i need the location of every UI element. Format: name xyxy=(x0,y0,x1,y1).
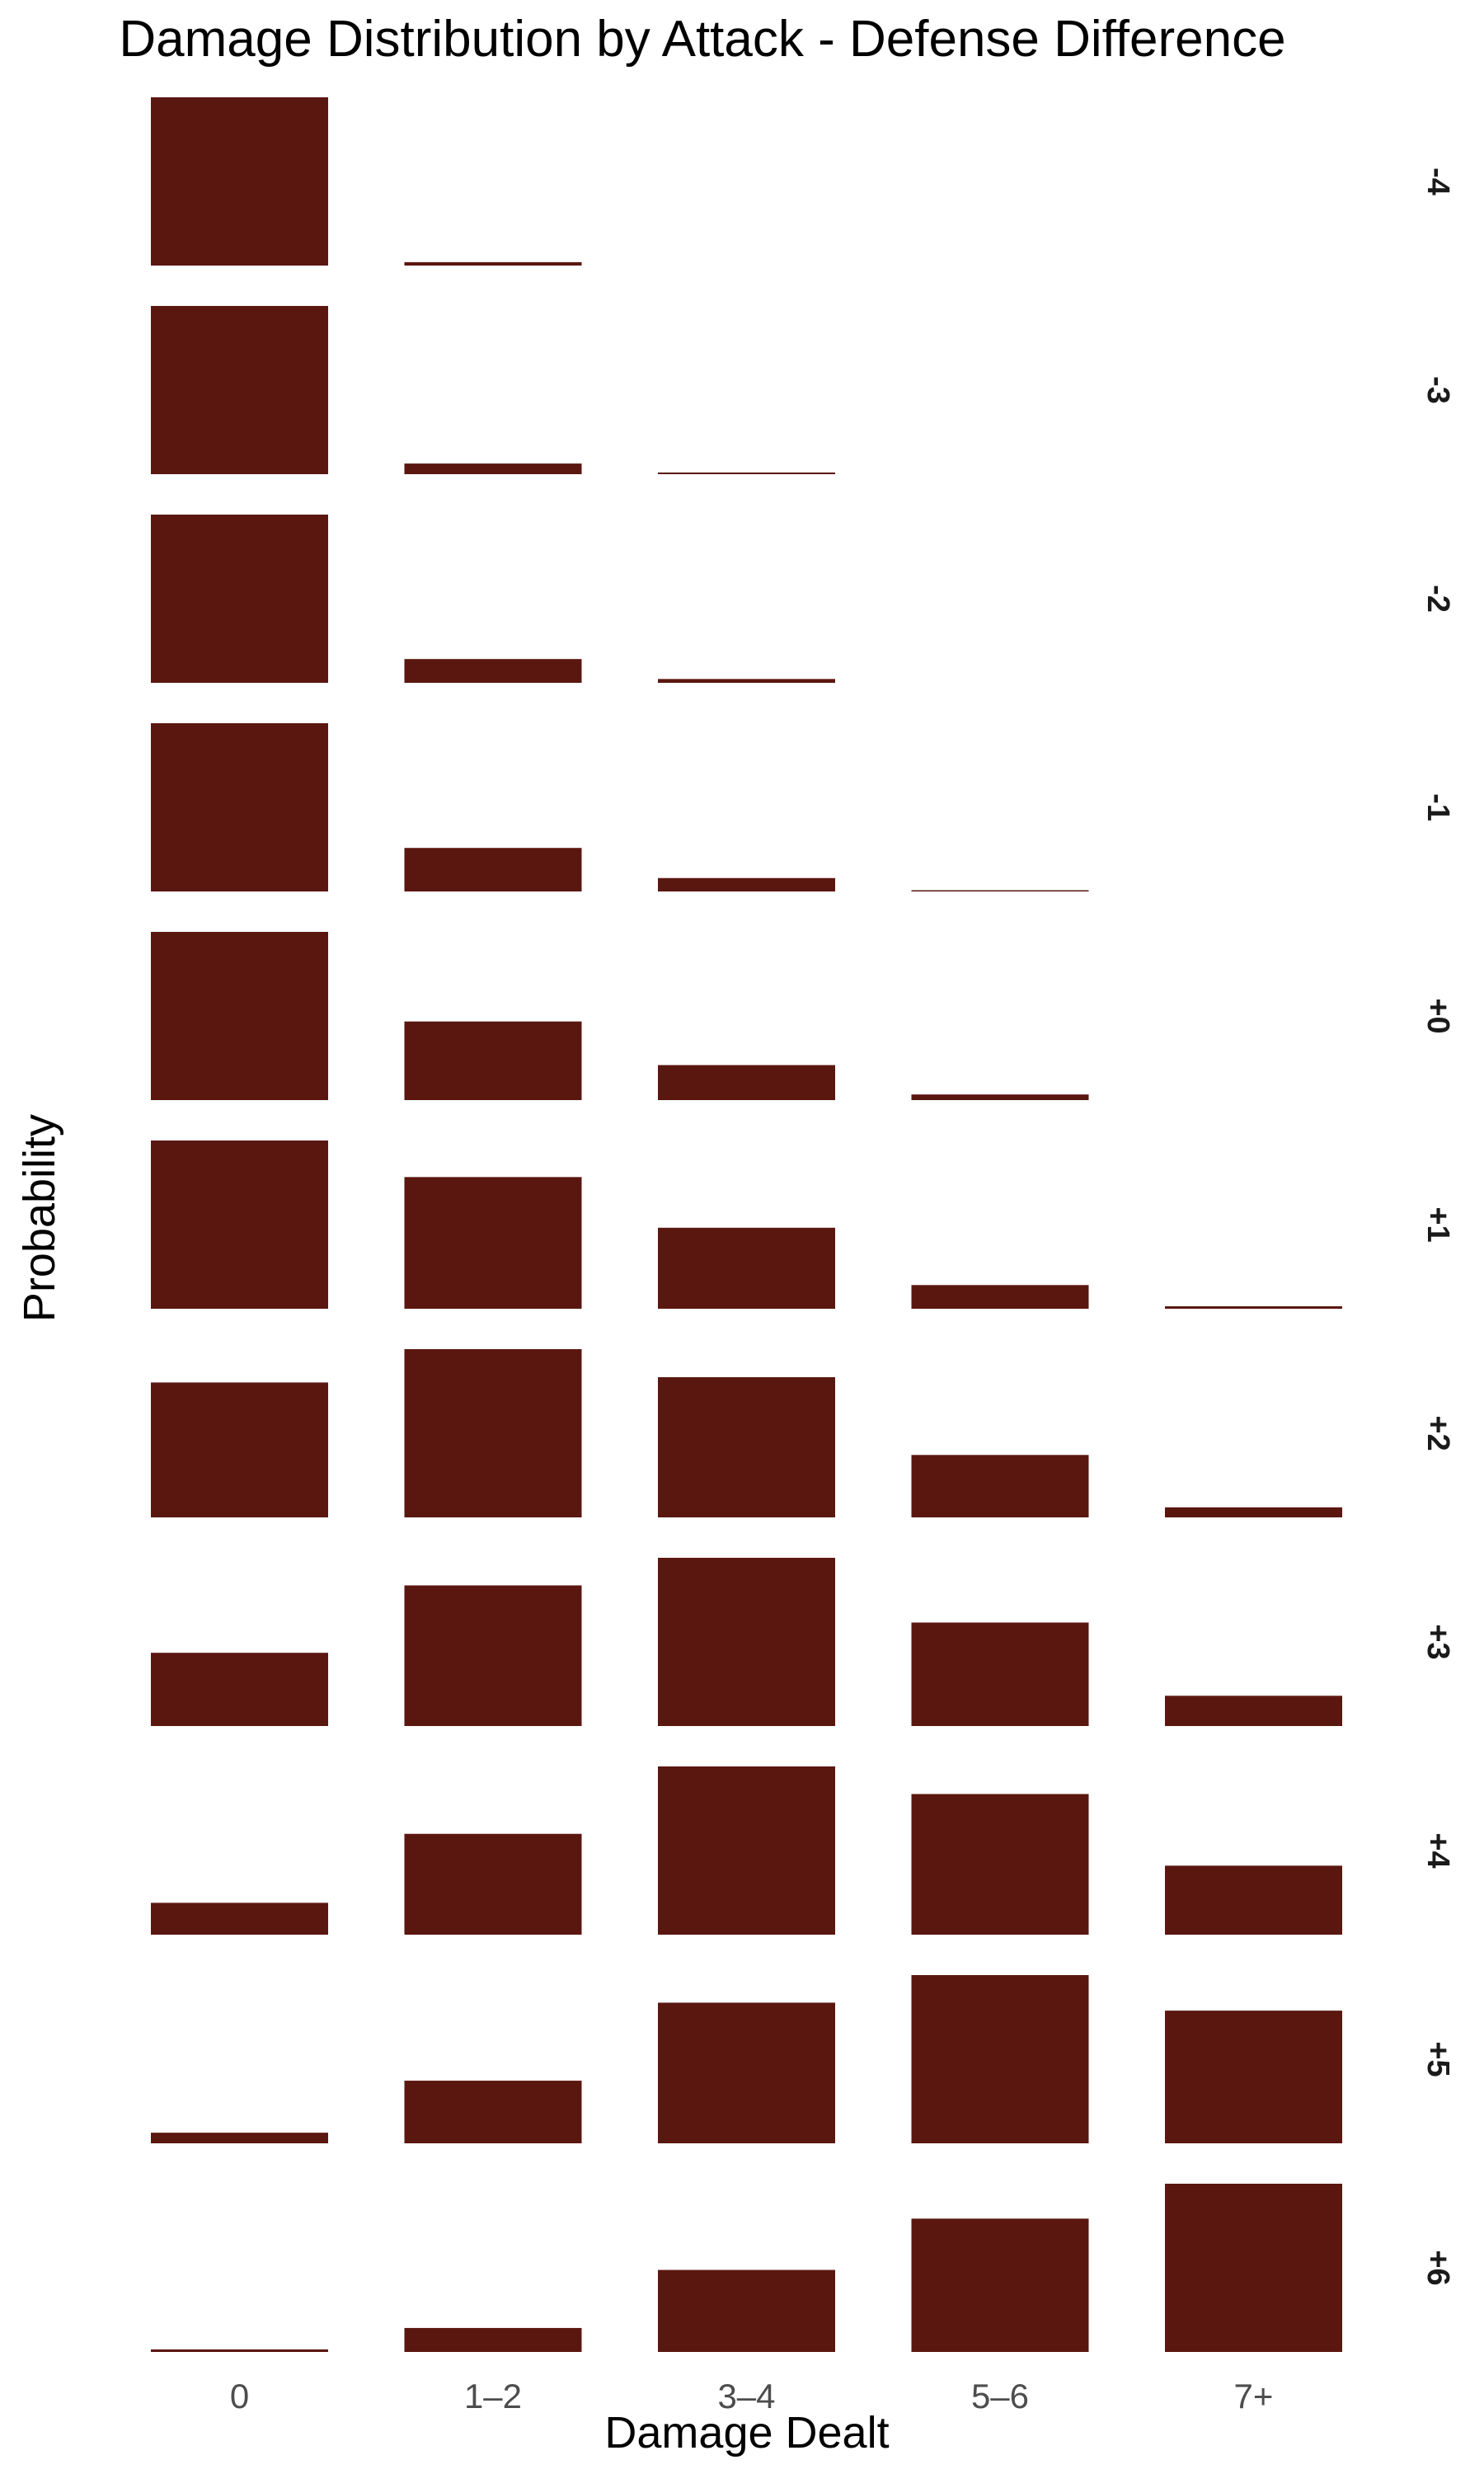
facet-panel: +1 xyxy=(151,1141,1455,1309)
x-tick-labels: 0 1–2 3–4 5–6 7+ xyxy=(230,2377,1274,2415)
bar xyxy=(404,1833,582,1935)
facet-strip-label: +1 xyxy=(1421,1206,1455,1242)
x-axis-title: Damage Dealt xyxy=(604,2408,889,2458)
bar xyxy=(1165,1865,1342,1935)
bar xyxy=(151,723,328,891)
bar xyxy=(404,1585,582,1726)
facet-panel: -4 xyxy=(151,97,1455,266)
bar xyxy=(404,659,582,683)
bar xyxy=(658,679,835,683)
bar xyxy=(404,1021,582,1100)
bar xyxy=(911,1794,1089,1935)
bar xyxy=(151,932,328,1100)
bar xyxy=(658,2269,835,2352)
bar xyxy=(1165,2011,1342,2143)
facet-panels: -4 -3 -2 -1 +0 +1 +2 +3 +4 +5 +6 xyxy=(151,97,1455,2352)
bar xyxy=(658,877,835,891)
bar xyxy=(658,1227,835,1309)
bar xyxy=(151,1653,328,1726)
x-tick-label: 3–4 xyxy=(717,2377,775,2415)
bar xyxy=(404,261,582,266)
bar xyxy=(911,1455,1089,1517)
bar xyxy=(151,97,328,266)
bar xyxy=(404,463,582,474)
facet-panel: +3 xyxy=(151,1558,1455,1726)
bar xyxy=(404,2081,582,2143)
facet-panel: +5 xyxy=(151,1975,1455,2143)
bar xyxy=(911,1622,1089,1726)
x-tick-label: 7+ xyxy=(1234,2377,1274,2415)
facet-panel: +4 xyxy=(151,1766,1455,1935)
bar xyxy=(658,1766,835,1935)
x-tick-label: 5–6 xyxy=(971,2377,1029,2415)
facet-panel: +0 xyxy=(151,932,1455,1100)
x-tick-label: 1–2 xyxy=(464,2377,522,2415)
bar xyxy=(151,2133,328,2143)
bar xyxy=(404,1349,582,1517)
bar xyxy=(151,1141,328,1309)
facet-panel: -3 xyxy=(151,306,1455,474)
facet-strip-label: +6 xyxy=(1421,2250,1455,2285)
bar xyxy=(658,1377,835,1517)
facet-strip-label: -4 xyxy=(1421,167,1455,195)
facet-strip-label: +0 xyxy=(1421,998,1455,1033)
facet-strip-label: +3 xyxy=(1421,1624,1455,1659)
bar xyxy=(911,890,1089,891)
facet-strip-label: +4 xyxy=(1421,1832,1455,1868)
bar xyxy=(151,515,328,683)
bar xyxy=(151,2349,328,2352)
bar xyxy=(658,2002,835,2143)
bar xyxy=(911,2218,1089,2352)
x-tick-label: 0 xyxy=(230,2377,249,2415)
bar xyxy=(151,1903,328,1935)
bar xyxy=(1165,1696,1342,1726)
bar xyxy=(658,1065,835,1100)
bar xyxy=(911,1094,1089,1100)
bar xyxy=(1165,2184,1342,2352)
chart-title: Damage Distribution by Attack - Defense … xyxy=(119,11,1285,68)
bar xyxy=(151,1382,328,1517)
y-axis-title: Probability xyxy=(15,1114,64,1322)
facet-strip-label: +5 xyxy=(1421,2041,1455,2077)
facet-strip-label: -2 xyxy=(1421,585,1455,613)
facet-panel: -1 xyxy=(151,723,1455,891)
facet-strip-label: -1 xyxy=(1421,793,1455,821)
bar xyxy=(404,2327,582,2352)
bar xyxy=(1165,1305,1342,1309)
bar xyxy=(1165,1507,1342,1517)
facet-panel: -2 xyxy=(151,515,1455,683)
facet-panel: +2 xyxy=(151,1349,1455,1517)
facet-strip-label: +2 xyxy=(1421,1415,1455,1451)
bar xyxy=(151,306,328,474)
bar xyxy=(911,1285,1089,1309)
bar xyxy=(404,1177,582,1309)
bar xyxy=(404,848,582,891)
bar xyxy=(658,1558,835,1726)
bar xyxy=(658,472,835,474)
facet-strip-label: -3 xyxy=(1421,376,1455,404)
facet-panel: +6 xyxy=(151,2184,1455,2352)
bar xyxy=(911,1975,1089,2143)
